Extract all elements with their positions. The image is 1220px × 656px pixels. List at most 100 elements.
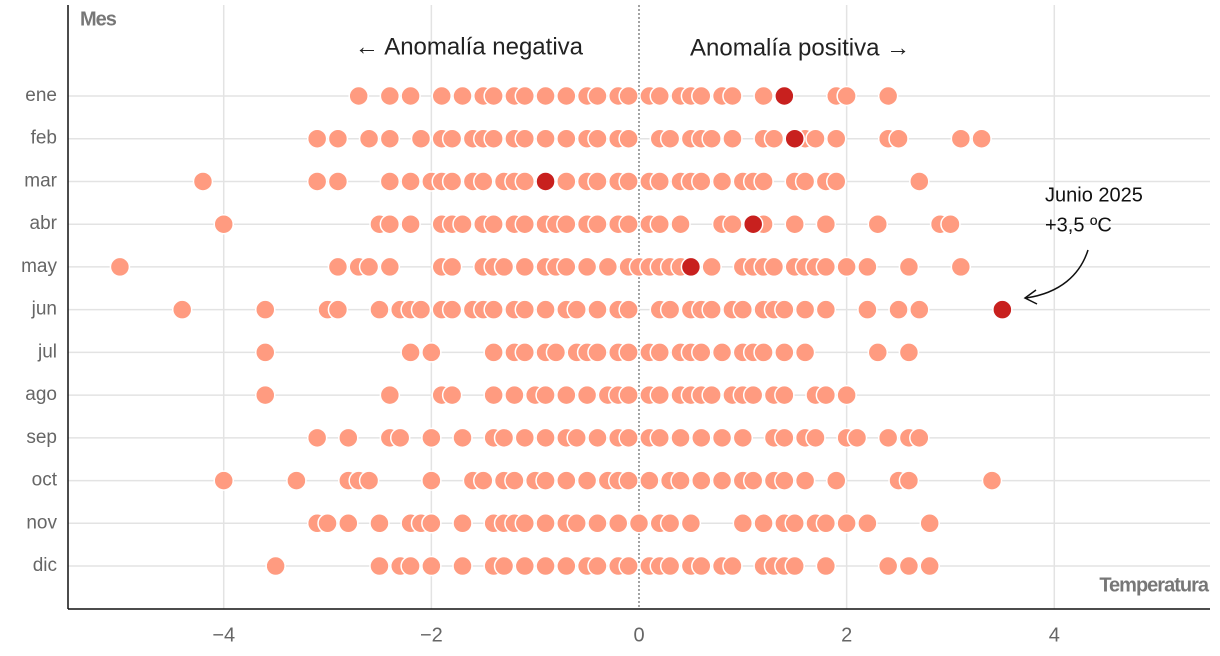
dot	[514, 171, 536, 192]
dot	[919, 555, 940, 577]
dot	[171, 299, 193, 320]
dot	[306, 427, 328, 449]
dot	[400, 213, 421, 235]
dot	[535, 555, 556, 577]
y-tick-label: may	[21, 256, 57, 277]
dot	[421, 427, 442, 449]
y-tick-label: nov	[26, 512, 57, 533]
dot	[898, 342, 920, 363]
dot	[556, 213, 577, 235]
dot	[763, 256, 785, 278]
dot	[670, 470, 691, 491]
dot	[732, 427, 754, 449]
dot	[794, 299, 816, 320]
dot	[909, 171, 930, 192]
dot	[556, 171, 577, 192]
dot	[421, 342, 442, 363]
dot	[742, 384, 764, 406]
dot	[618, 470, 639, 491]
y-axis-title: Mes	[80, 8, 117, 30]
dot	[857, 299, 878, 320]
dot	[556, 85, 577, 107]
dot	[877, 85, 899, 107]
dot	[722, 85, 743, 107]
dot	[535, 128, 556, 149]
dot	[722, 128, 743, 149]
annotation-arrowhead	[1023, 289, 1038, 305]
dot	[711, 427, 733, 449]
y-tick-label: jul	[37, 341, 57, 362]
dot	[587, 299, 608, 320]
dot	[618, 213, 639, 235]
dot	[317, 513, 338, 534]
dot	[327, 299, 349, 320]
dot	[441, 256, 463, 278]
dot	[338, 513, 359, 534]
dot	[576, 384, 598, 406]
dot	[358, 470, 380, 491]
y-tick-label: feb	[31, 128, 57, 149]
dot	[587, 128, 608, 149]
dot	[514, 85, 536, 107]
y-tick-label: dic	[33, 555, 57, 576]
dot	[784, 513, 805, 534]
dot	[514, 513, 536, 534]
dot	[774, 470, 795, 491]
dot	[587, 171, 608, 192]
annotation-line: Junio 2025	[1045, 184, 1143, 206]
dot	[587, 513, 608, 534]
dot	[535, 470, 556, 491]
dot	[867, 213, 889, 235]
dot	[618, 299, 639, 320]
dot	[753, 513, 774, 534]
dot	[441, 128, 463, 149]
dot	[493, 427, 515, 449]
dot	[971, 128, 992, 149]
y-tick-label: mar	[24, 170, 57, 191]
dot	[836, 384, 857, 406]
dot	[950, 128, 972, 149]
dot	[909, 427, 930, 449]
dot	[400, 342, 421, 363]
dot	[556, 128, 577, 149]
dot	[711, 342, 733, 363]
dot	[504, 470, 525, 491]
dot	[587, 213, 608, 235]
y-tick-label: sep	[26, 427, 57, 448]
dot	[877, 555, 899, 577]
dot	[836, 85, 857, 107]
dot	[659, 555, 681, 577]
dot	[691, 470, 712, 491]
dot	[826, 128, 847, 149]
dot	[836, 513, 857, 534]
dot	[815, 213, 837, 235]
dot	[587, 85, 608, 107]
dot	[909, 299, 930, 320]
dot	[410, 128, 432, 149]
dot	[514, 427, 536, 449]
dot	[867, 342, 889, 363]
dot	[587, 555, 608, 577]
dot	[981, 470, 1003, 491]
dot	[493, 256, 515, 278]
dot	[722, 555, 743, 577]
y-tick-label: jun	[31, 299, 57, 320]
dot	[649, 85, 671, 107]
dot	[514, 555, 536, 577]
dot	[255, 384, 276, 406]
dot	[691, 555, 712, 577]
highlight-dot	[535, 171, 556, 192]
dot	[379, 171, 401, 192]
dot	[763, 128, 785, 149]
dot	[421, 470, 442, 491]
dot	[452, 213, 473, 235]
dot	[877, 427, 899, 449]
dot	[483, 384, 504, 406]
dot	[545, 342, 567, 363]
dot	[774, 384, 795, 406]
dot	[587, 427, 608, 449]
dot	[327, 128, 349, 149]
dot	[327, 256, 349, 278]
dot	[659, 299, 681, 320]
dot	[794, 342, 816, 363]
